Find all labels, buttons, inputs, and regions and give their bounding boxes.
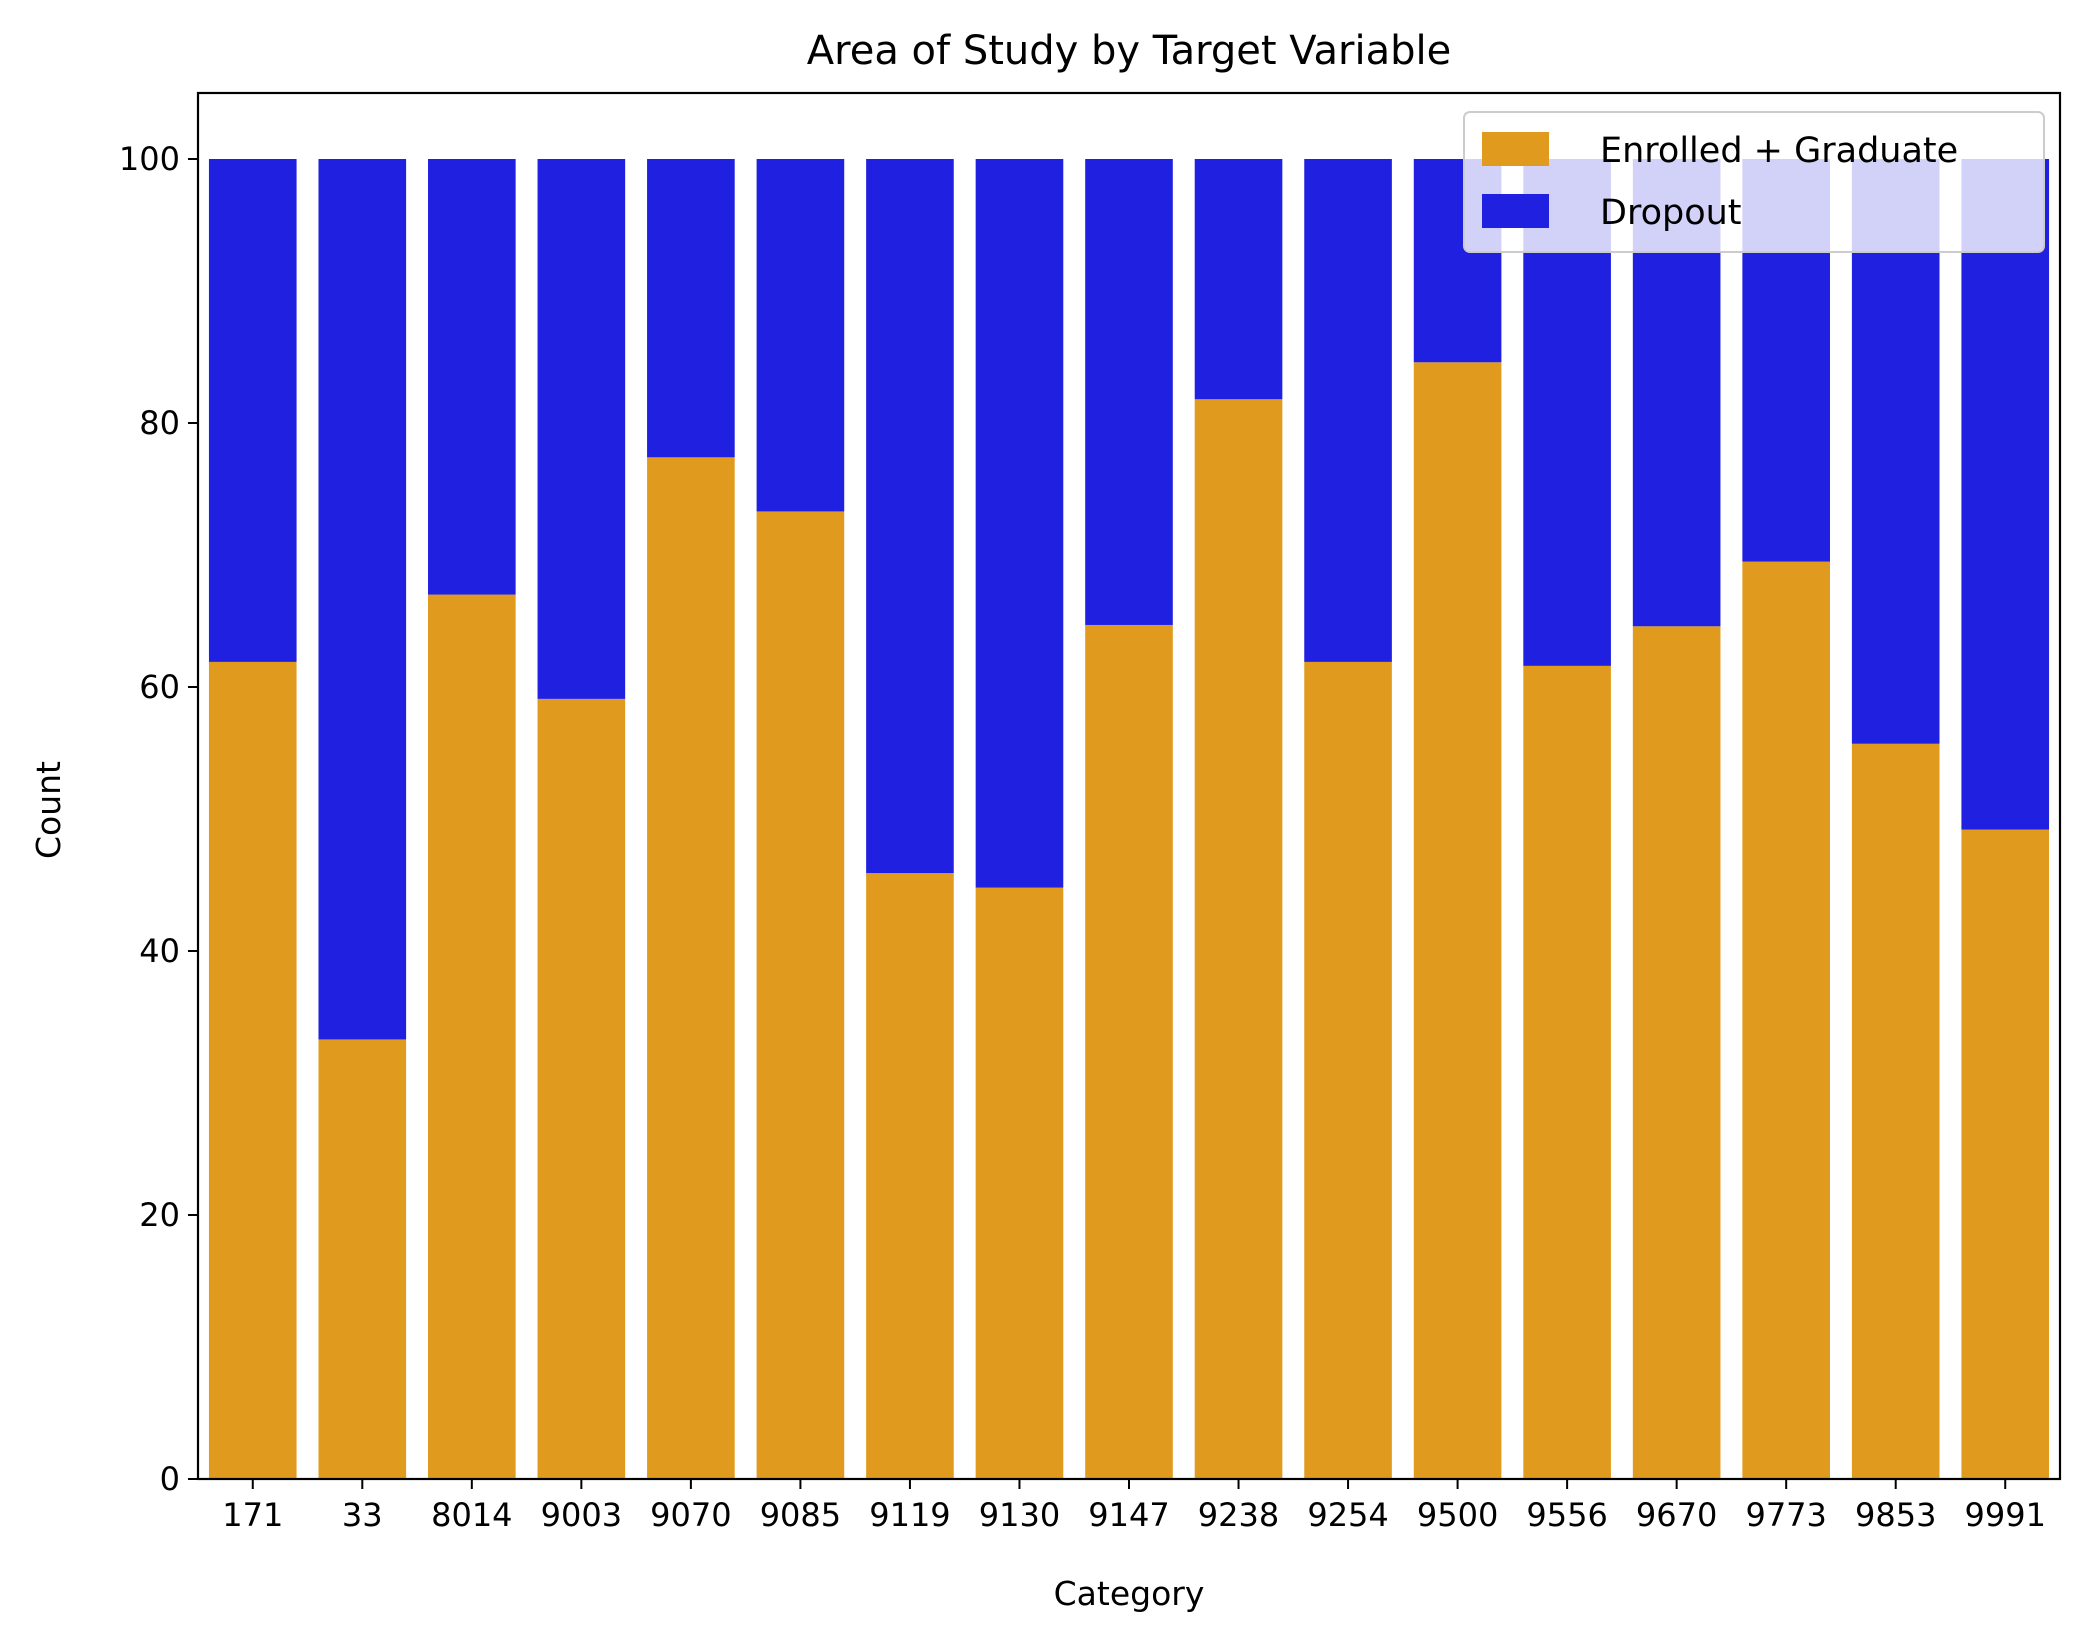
x-tick-label: 9070	[650, 1496, 731, 1534]
x-tick-label: 9853	[1855, 1496, 1936, 1534]
bar-dropout-9853	[1851, 159, 1940, 744]
bar-dropout-33	[318, 159, 407, 1040]
y-tick-label: 0	[160, 1460, 180, 1498]
x-tick-label: 9991	[1965, 1496, 2046, 1534]
x-tick-label: 9254	[1307, 1496, 1388, 1534]
legend-swatch-dropout	[1482, 194, 1549, 228]
legend-swatch-enrolled-graduate	[1482, 132, 1549, 166]
x-axis-label: Category	[1054, 1574, 1205, 1613]
legend-label-dropout: Dropout	[1600, 193, 1742, 233]
bar-enrolled-graduate-9500	[1413, 362, 1502, 1479]
bar-enrolled-graduate-9003	[537, 698, 626, 1479]
bar-enrolled-graduate-9085	[756, 511, 845, 1479]
y-tick-label: 80	[139, 404, 180, 442]
bar-dropout-9085	[756, 159, 845, 512]
bar-enrolled-graduate-9556	[1523, 665, 1611, 1479]
x-tick-label: 9085	[760, 1496, 841, 1534]
bar-dropout-9254	[1304, 159, 1392, 662]
bar-enrolled-graduate-171	[208, 661, 297, 1479]
bar-enrolled-graduate-33	[318, 1039, 407, 1479]
x-tick-label: 8014	[431, 1496, 512, 1534]
y-tick-label: 20	[139, 1196, 180, 1234]
bar-enrolled-graduate-9670	[1632, 626, 1721, 1479]
bar-enrolled-graduate-9238	[1194, 399, 1283, 1479]
legend-label-enrolled-graduate: Enrolled + Graduate	[1600, 131, 1958, 171]
bar-dropout-9991	[1961, 159, 2050, 830]
x-tick-label: 9003	[541, 1496, 622, 1534]
bar-dropout-9070	[647, 159, 735, 458]
y-axis-label: Count	[29, 761, 68, 859]
y-tick-label: 100	[119, 140, 180, 178]
legend-box	[1463, 111, 2045, 253]
x-tick-label: 9670	[1636, 1496, 1717, 1534]
chart-title: Area of Study by Target Variable	[807, 28, 1451, 74]
axes-layer: 0 20 40 60 80 100 171 33 8014 9003 9070 9085 9119 913…	[119, 91, 2062, 1534]
bar-enrolled-graduate-9991	[1961, 829, 2050, 1479]
y-tick-label: 40	[139, 932, 180, 970]
bars-layer	[208, 159, 2050, 1479]
y-tick-label: 60	[139, 668, 180, 706]
bar-dropout-9238	[1194, 159, 1283, 400]
bar-dropout-9130	[975, 159, 1064, 888]
bar-dropout-9119	[866, 159, 954, 874]
x-tick-label: 9147	[1088, 1496, 1169, 1534]
bar-dropout-8014	[428, 159, 516, 595]
x-tick-label: 171	[222, 1496, 283, 1534]
x-tick-label: 9130	[979, 1496, 1060, 1534]
bar-enrolled-graduate-9773	[1742, 561, 1830, 1479]
bar-enrolled-graduate-9254	[1304, 661, 1392, 1479]
bar-dropout-9147	[1085, 159, 1173, 625]
bar-enrolled-graduate-9853	[1851, 743, 1940, 1479]
bar-enrolled-graduate-9070	[647, 457, 735, 1479]
x-tick-label: 9119	[869, 1496, 950, 1534]
x-tick-label: 9238	[1198, 1496, 1279, 1534]
bar-enrolled-graduate-8014	[428, 594, 516, 1479]
bar-dropout-9003	[537, 159, 626, 699]
bar-enrolled-graduate-9130	[975, 887, 1064, 1479]
x-tick-label: 9500	[1417, 1496, 1498, 1534]
bar-enrolled-graduate-9119	[866, 873, 954, 1479]
x-tick-label: 33	[342, 1496, 383, 1534]
bar-enrolled-graduate-9147	[1085, 624, 1173, 1479]
legend: Enrolled + Graduate Dropout	[1463, 111, 2045, 253]
x-tick-label: 9773	[1745, 1496, 1826, 1534]
bar-dropout-171	[208, 159, 297, 662]
x-tick-label: 9556	[1526, 1496, 1607, 1534]
